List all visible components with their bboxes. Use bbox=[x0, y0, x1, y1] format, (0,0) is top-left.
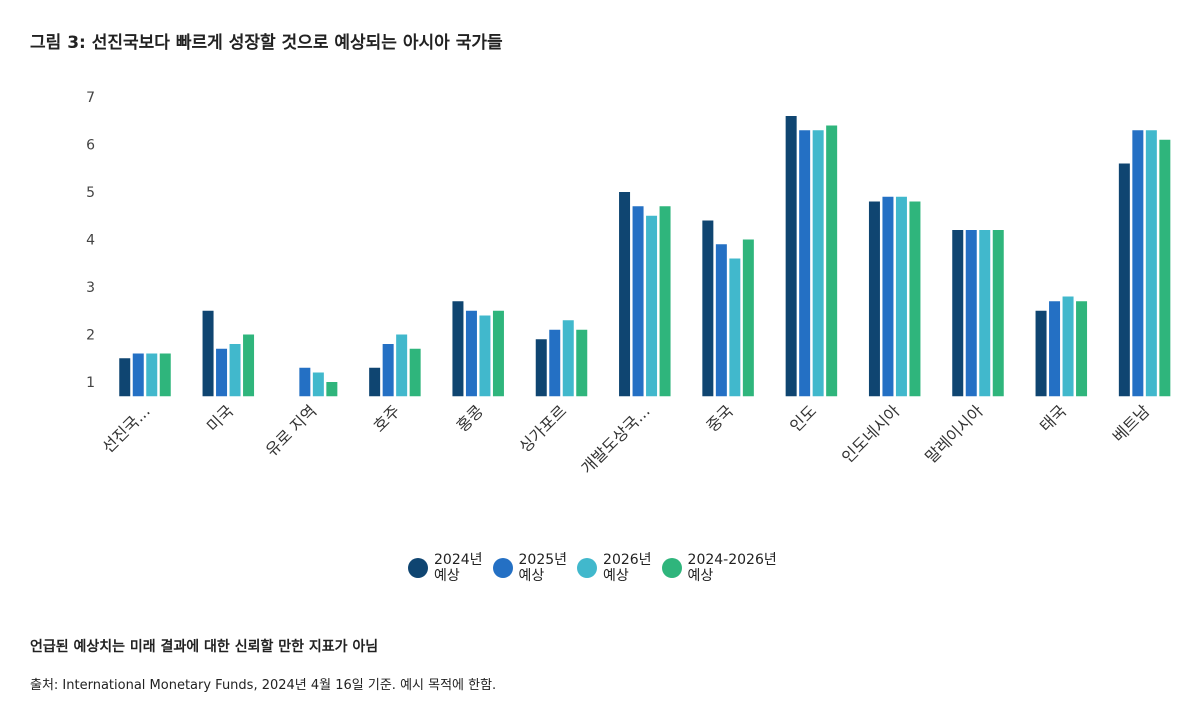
legend-label: 2026년 bbox=[603, 552, 652, 568]
bar bbox=[396, 334, 408, 397]
bar bbox=[1118, 163, 1130, 397]
legend-item: 2025년 예상 bbox=[492, 552, 568, 584]
source-note: 출처: International Monetary Funds, 2024년 … bbox=[30, 678, 497, 693]
x-tick-label: 중국 bbox=[703, 401, 737, 435]
bar bbox=[409, 348, 421, 397]
legend-item: 2026년 예상 bbox=[577, 552, 652, 584]
legend-swatch-icon bbox=[492, 558, 513, 578]
bar bbox=[562, 320, 574, 397]
bar bbox=[146, 353, 158, 397]
x-tick-label: 인도 bbox=[786, 401, 820, 435]
legend-item: 2024년 예상 bbox=[408, 552, 483, 584]
legend-label: 예상 bbox=[434, 568, 460, 584]
bar bbox=[202, 310, 214, 397]
bar bbox=[132, 353, 144, 397]
bar bbox=[895, 196, 907, 397]
y-tick-label: 1 bbox=[86, 375, 95, 391]
bar bbox=[382, 344, 394, 397]
bar bbox=[1049, 301, 1061, 397]
legend-swatch-icon bbox=[577, 558, 598, 578]
bar bbox=[992, 230, 1004, 397]
bar bbox=[1145, 130, 1157, 397]
disclaimer-note: 언급된 예상치는 미래 결과에 대한 신뢰할 만한 지표가 아님 bbox=[30, 639, 379, 655]
bar bbox=[826, 125, 838, 397]
bar bbox=[812, 130, 824, 397]
bar bbox=[1035, 310, 1047, 397]
x-tick-label: 선진국... bbox=[98, 401, 153, 456]
bar bbox=[216, 348, 228, 397]
bar bbox=[299, 367, 311, 397]
bar bbox=[702, 220, 714, 397]
y-tick-label: 5 bbox=[86, 185, 95, 201]
bar bbox=[119, 358, 131, 397]
x-tick-label: 인도네시아 bbox=[838, 401, 904, 467]
bar bbox=[882, 196, 894, 397]
legend: 2024년 예상 2025년 예상 2026년 예상 2024-2026년 예상 bbox=[408, 552, 777, 584]
bar bbox=[576, 329, 588, 397]
bar bbox=[369, 367, 381, 397]
bar bbox=[909, 201, 921, 397]
x-tick-label: 태국 bbox=[1036, 401, 1070, 435]
bar bbox=[159, 353, 171, 397]
bar bbox=[1132, 130, 1144, 397]
legend-label: 예상 bbox=[603, 568, 629, 584]
bar bbox=[632, 206, 644, 397]
y-tick-label: 7 bbox=[86, 90, 95, 106]
bar bbox=[492, 310, 504, 397]
bar bbox=[965, 230, 977, 397]
bar bbox=[979, 230, 991, 397]
bar bbox=[1076, 301, 1088, 397]
bar bbox=[619, 192, 631, 397]
bar bbox=[243, 334, 255, 397]
y-tick-label: 3 bbox=[86, 280, 95, 296]
bar bbox=[535, 339, 547, 397]
bar bbox=[312, 372, 324, 397]
bar bbox=[326, 382, 338, 397]
bar bbox=[729, 258, 741, 397]
y-tick-label: 6 bbox=[86, 138, 95, 154]
legend-label: 2024-2026년 bbox=[687, 552, 777, 568]
bar bbox=[799, 130, 811, 397]
x-tick-label: 개발도상국... bbox=[577, 401, 653, 477]
legend-item: 2024-2026년 예상 bbox=[661, 552, 777, 584]
chart-title: 그림 3: 선진국보다 빠르게 성장할 것으로 예상되는 아시아 국가들 bbox=[30, 33, 503, 53]
legend-label: 2025년 bbox=[518, 552, 568, 568]
x-tick-label: 호주 bbox=[369, 401, 403, 435]
bar bbox=[952, 230, 964, 397]
bar bbox=[1062, 296, 1074, 397]
x-tick-label: 말레이시아 bbox=[921, 401, 987, 467]
bar bbox=[479, 315, 491, 397]
bar bbox=[1159, 139, 1171, 397]
x-tick-label: 베트남 bbox=[1109, 401, 1154, 446]
bar bbox=[785, 116, 797, 397]
legend-swatch-icon bbox=[661, 558, 682, 578]
legend-label: 2024년 bbox=[434, 552, 483, 568]
bar bbox=[742, 239, 754, 397]
bar bbox=[868, 201, 880, 397]
bar bbox=[549, 329, 561, 397]
bar bbox=[659, 206, 671, 397]
legend-label: 예상 bbox=[687, 568, 714, 584]
x-tick-label: 유로 지역 bbox=[262, 401, 321, 460]
bar bbox=[465, 310, 477, 397]
bar bbox=[646, 215, 658, 397]
legend-swatch-icon bbox=[408, 558, 428, 578]
bar bbox=[229, 344, 241, 397]
x-tick-label: 홍콩 bbox=[453, 401, 487, 435]
y-tick-label: 4 bbox=[86, 233, 95, 249]
bar bbox=[452, 301, 464, 397]
x-tick-label: 미국 bbox=[203, 401, 237, 435]
x-tick-label: 싱가포르 bbox=[515, 401, 570, 456]
y-tick-label: 2 bbox=[86, 328, 95, 344]
bar-chart: 1 2 3 4 5 6 7 선진국... 미국 유로 지역 호주 홍콩 싱가포르 개발도상국... 중국 인도… bbox=[86, 90, 1171, 478]
legend-label: 예상 bbox=[518, 568, 545, 584]
bar bbox=[715, 244, 727, 397]
